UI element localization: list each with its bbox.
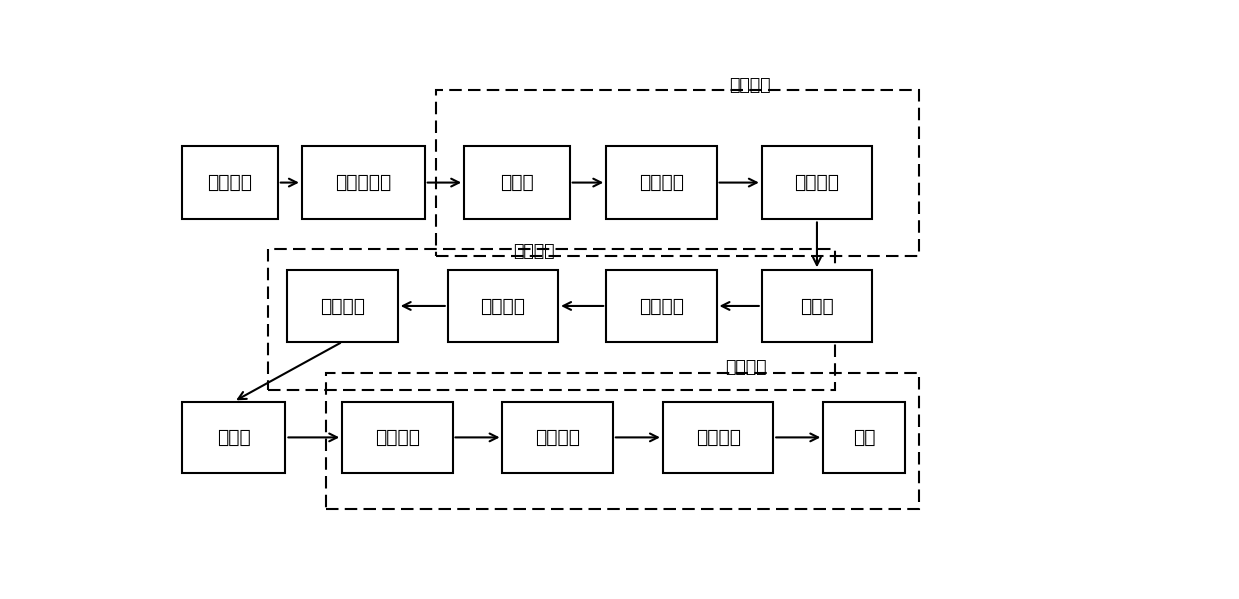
Bar [503, 402, 613, 473]
Text: 三维点云: 三维点云 [207, 173, 253, 192]
Bar [606, 270, 716, 341]
Bar [342, 402, 452, 473]
Bar [182, 146, 278, 219]
Bar [182, 402, 285, 473]
Text: 曲率计算: 曲率计算 [639, 173, 684, 192]
Text: 坡体点: 坡体点 [217, 428, 250, 447]
Bar [268, 249, 835, 390]
Text: 斜坡生长: 斜坡生长 [481, 297, 525, 316]
Bar [663, 402, 773, 473]
Text: 坡体提取: 坡体提取 [513, 241, 555, 259]
Text: 表面构网: 表面构网 [535, 428, 580, 447]
Bar [447, 270, 558, 341]
Bar [436, 90, 919, 256]
Text: 数据预处理: 数据预处理 [335, 173, 392, 192]
Bar [465, 146, 570, 219]
Bar [302, 146, 425, 219]
Text: 竞争策略: 竞争策略 [320, 297, 366, 316]
Bar [762, 270, 872, 341]
Bar [287, 270, 398, 341]
Text: 体积: 体积 [852, 428, 875, 447]
Text: 底面拟合: 底面拟合 [375, 428, 420, 447]
Text: 坡顶提取: 坡顶提取 [794, 173, 840, 192]
Text: 体积计算: 体积计算 [725, 358, 766, 376]
Text: 坡顶提取: 坡顶提取 [730, 76, 771, 94]
Bar [606, 146, 716, 219]
Text: 坡顶点: 坡顶点 [800, 297, 834, 316]
Text: 体积计算: 体积计算 [695, 428, 741, 447]
Text: 体素化: 体素化 [501, 173, 534, 192]
Bar [762, 146, 872, 219]
Text: 坡度计算: 坡度计算 [639, 297, 684, 316]
Bar [326, 373, 919, 509]
Bar [823, 402, 904, 473]
